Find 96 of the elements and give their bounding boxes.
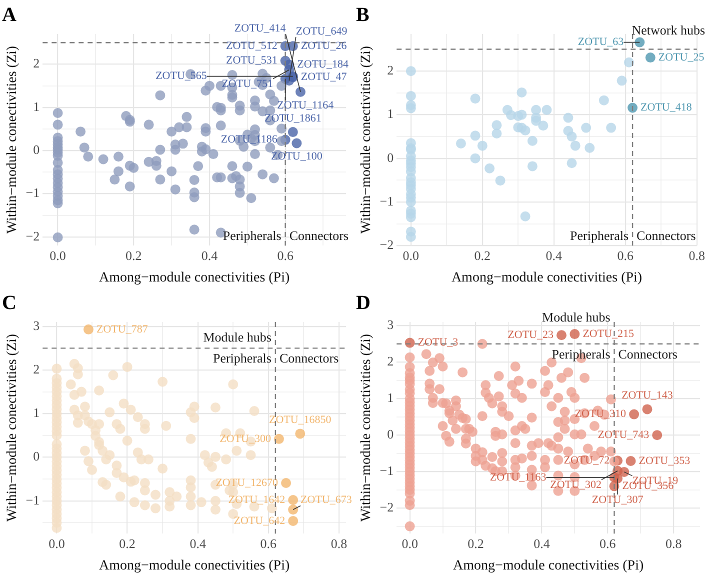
y-tick-label: 1 (387, 106, 394, 122)
y-tick-label: 1 (33, 98, 40, 114)
annotation: ZOTU_26 (300, 40, 348, 52)
y-axis-title: Within−module conectivities (Zi) (5, 46, 20, 234)
x-tick-label: 0.8 (665, 536, 682, 551)
chart-title: A (2, 4, 17, 26)
annotation: ZOTU_100 (271, 150, 323, 163)
x-axis-title: Among−module conectivities (Pi) (452, 558, 644, 574)
annotation: ZOTU_12670 (216, 476, 279, 489)
annotation: ZOTU_302 (550, 479, 602, 492)
annotation: ZOTU_743 (598, 428, 650, 441)
x-tick-label: 0.2 (126, 248, 142, 263)
y-axis-title: Within−module conectivities (Zi) (359, 334, 374, 522)
annotation: ZOTU_143 (622, 390, 674, 402)
annotation: ZOTU_1642 (228, 494, 286, 506)
x-tick-label: 0.0 (50, 248, 66, 263)
x-tick-label: 0.0 (402, 536, 418, 551)
y-axis-title: Within−module conectivities (Zi) (359, 46, 374, 234)
y-tick-label: −1 (26, 185, 40, 200)
annotation: Connectors (636, 228, 696, 244)
annotation: Connectors (289, 228, 349, 244)
y-axis-title: Within−module conectivities (Zi) (5, 334, 20, 522)
y-tick-label: −2 (380, 499, 394, 514)
annotation: ZOTU_3 (418, 336, 459, 349)
annotation: ZOTU_787 (96, 323, 148, 336)
annotation: ZOTU_673 (300, 494, 352, 506)
annotation: Peripherals (570, 228, 629, 244)
annotation: ZOTU_307 (592, 494, 644, 506)
annotation: Peripherals (212, 350, 272, 366)
annotation: ZOTU_23 (508, 329, 554, 342)
annotation: ZOTU_1164 (277, 99, 334, 112)
x-axis-title: Among−module conectivities (Pi) (98, 270, 290, 286)
annotation: ZOTU_1163 (490, 471, 547, 484)
annotation: Peripherals (222, 228, 282, 244)
x-tick-label: 0.0 (402, 248, 420, 263)
y-tick-label: 1 (33, 405, 40, 420)
x-tick-label: 0.4 (190, 536, 206, 551)
x-tick-label: 0.0 (48, 536, 65, 551)
y-tick-label: 0 (387, 150, 394, 165)
x-tick-label: 0.4 (546, 248, 563, 263)
x-tick-label: 0.6 (277, 248, 294, 263)
annotation: Peripherals (552, 346, 610, 362)
y-tick-label: −1 (26, 492, 40, 508)
annotation: ZOTU_300 (220, 432, 272, 445)
annotation: ZOTU_642 (234, 514, 286, 527)
y-tick-label: 2 (387, 354, 394, 369)
y-tick-label: 2 (387, 62, 394, 78)
x-tick-label: 0.2 (474, 248, 491, 263)
x-tick-label: 0.2 (119, 536, 136, 551)
y-tick-label: −2 (26, 228, 40, 244)
annotation: ZOTU_414 (234, 22, 286, 35)
x-axis-title: Among−module conectivities (Pi) (98, 558, 290, 574)
annotation: ZOTU_1861 (264, 112, 322, 124)
annotation: Connectors (279, 350, 339, 366)
y-tick-label: 0 (33, 448, 40, 464)
chart-title: B (356, 4, 370, 26)
annotation: Connectors (618, 346, 678, 362)
x-tick-label: 0.2 (468, 536, 484, 551)
x-tick-label: 0.8 (688, 248, 705, 263)
annotation: Module hubs (203, 330, 272, 345)
y-tick-label: 2 (33, 361, 40, 376)
annotation: ZOTU_72 (564, 454, 610, 467)
y-tick-label: 1 (387, 390, 394, 406)
y-tick-label: −1 (380, 193, 394, 208)
y-tick-label: 0 (33, 142, 40, 158)
annotation: ZOTU_215 (582, 328, 635, 340)
chart-title: C (2, 292, 16, 314)
annotation: ZOTU_353 (638, 454, 691, 467)
x-tick-label: 0.6 (260, 536, 278, 551)
annotation: ZOTU_512 (226, 40, 278, 52)
y-tick-label: 3 (387, 317, 394, 332)
y-tick-label: −2 (380, 237, 394, 252)
annotation: ZOTU_310 (574, 408, 627, 420)
y-tick-label: 0 (387, 426, 394, 442)
y-tick-label: 3 (33, 318, 40, 333)
annotation: ZOTU_531 (226, 54, 278, 67)
annotation: ZOTU_565 (156, 70, 208, 82)
annotation: ZOTU_418 (640, 102, 692, 114)
annotation: ZOTU_63 (578, 36, 624, 48)
annotation: Module hubs (542, 309, 610, 324)
annotation: ZOTU_47 (300, 71, 348, 84)
annotation: ZOTU_184 (297, 58, 349, 71)
chart-title: D (356, 292, 370, 314)
x-tick-label: 0.6 (600, 536, 616, 551)
annotation: ZOTU_16850 (268, 414, 332, 426)
x-tick-label: 0.4 (201, 248, 218, 263)
annotation: ZOTU_649 (296, 25, 348, 38)
annotation: ZOTU_25 (658, 51, 705, 64)
x-tick-label: 0.4 (534, 536, 550, 551)
annotation: Network hubs (632, 22, 705, 38)
y-tick-label: 2 (33, 56, 40, 71)
x-axis-title: Among−module conectivities (Pi) (451, 270, 642, 286)
x-tick-label: 0.6 (617, 248, 634, 263)
x-tick-label: 0.8 (330, 536, 348, 551)
y-tick-label: −1 (380, 463, 394, 478)
annotation: ZOTU_751 (222, 78, 274, 90)
